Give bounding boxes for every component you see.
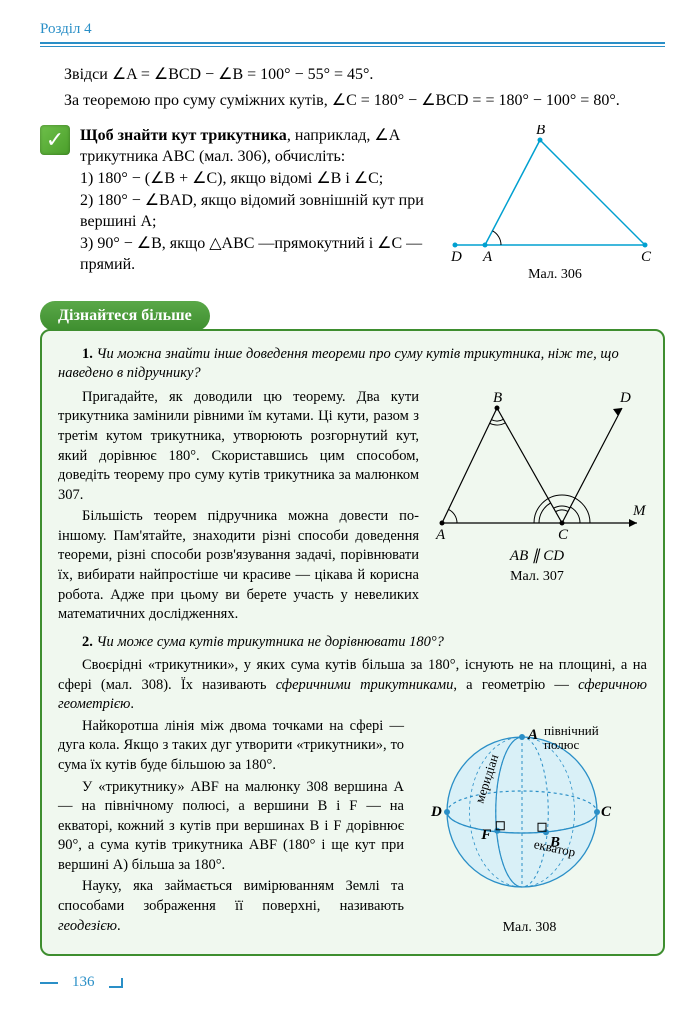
lm-p6: Науку, яка займається вимірюванням Землі… <box>58 877 404 936</box>
lm-p3c: , а геометрію — <box>453 677 578 693</box>
lm-p4: Найкоротша лінія між двома точками на сф… <box>58 717 404 776</box>
lm-p5: У «трикутнику» ABF на малюнку 308 вершин… <box>58 778 404 876</box>
lm-p6c: . <box>117 918 121 934</box>
lm-q2-text: Чи може сума кутів трикутника не дорівню… <box>97 634 444 650</box>
page-number-wrap: 136 <box>40 974 665 991</box>
method-item-1: 1) 180° − (∠B + ∠C), якщо відомі ∠B і ∠C… <box>80 168 435 190</box>
chapter-header: Розділ 4 <box>40 20 665 44</box>
figure-306: B D A C Мал. 306 <box>445 125 665 283</box>
lm-p3e: . <box>130 696 134 712</box>
figure-307: A B C D M AB ∥ CD Мал. 307 <box>427 388 647 627</box>
svg-text:C: C <box>558 527 569 543</box>
svg-text:північний: північний <box>544 723 599 738</box>
svg-text:A: A <box>482 249 493 265</box>
lm-q1: 1. Чи можна знайти інше доведення теорем… <box>58 345 647 384</box>
lm-q1-no: 1. <box>82 346 93 362</box>
svg-text:D: D <box>619 390 631 406</box>
lm-q1-text: Чи можна знайти інше доведення теореми п… <box>58 346 619 382</box>
lm-p6a: Науку, яка займається вимірюванням Землі… <box>58 878 404 914</box>
svg-text:B: B <box>493 390 502 406</box>
page-number: 136 <box>64 974 103 991</box>
fig308-caption: Мал. 308 <box>412 919 647 938</box>
intro-p2: За теоремою про суму суміжних кутів, ∠C … <box>40 90 665 112</box>
svg-text:A: A <box>435 527 446 543</box>
lm-p1: Пригадайте, як доводили цю теорему. Два … <box>58 388 419 505</box>
lm-p3b: сферичними трикутниками <box>276 677 454 693</box>
check-icon: ✓ <box>40 125 70 155</box>
svg-text:M: M <box>632 503 647 519</box>
method-item-2: 2) 180° − ∠BAD, якщо відомий зов­нішній … <box>80 190 435 233</box>
lm-p3: Своєрідні «трикутники», у яких сума куті… <box>58 656 647 715</box>
method-text: Щоб знайти кут трикутника, на­приклад, ∠… <box>80 125 435 276</box>
chapter-label: Розділ 4 <box>40 21 92 37</box>
svg-text:полюс: полюс <box>544 737 579 752</box>
svg-text:B: B <box>536 125 545 138</box>
method-lead: Щоб знайти кут трикутника <box>80 127 287 144</box>
svg-text:D: D <box>430 804 442 820</box>
fig307-caption: Мал. 307 <box>427 568 647 587</box>
lm-p6b: геодезією <box>58 918 117 934</box>
svg-text:D: D <box>450 249 462 265</box>
lm-q2: 2. Чи може сума кутів трикутника не дорі… <box>58 633 647 653</box>
learn-more-box: 1. Чи можна знайти інше доведення теорем… <box>40 329 665 956</box>
svg-text:C: C <box>601 804 612 820</box>
svg-text:F: F <box>480 827 491 843</box>
fig306-caption: Мал. 306 <box>445 267 665 283</box>
figure-308: AпівнічнийполюсDCFBмеридіанекватор Мал. … <box>412 717 647 938</box>
intro-p1: Звідси ∠A = ∠BCD − ∠B = 100° − 55° = 45°… <box>40 64 665 86</box>
lm-p2: Більшість теорем підручника можна довест… <box>58 507 419 624</box>
svg-text:A: A <box>527 727 538 743</box>
svg-text:C: C <box>641 249 652 265</box>
lm-q2-no: 2. <box>82 634 93 650</box>
fig307-parallel: AB ∥ CD <box>427 546 647 566</box>
method-item-3: 3) 90° − ∠B, якщо △ABC —прямо­кутний і ∠… <box>80 233 435 276</box>
learn-more-title: Дізнайтеся більше <box>40 301 210 331</box>
